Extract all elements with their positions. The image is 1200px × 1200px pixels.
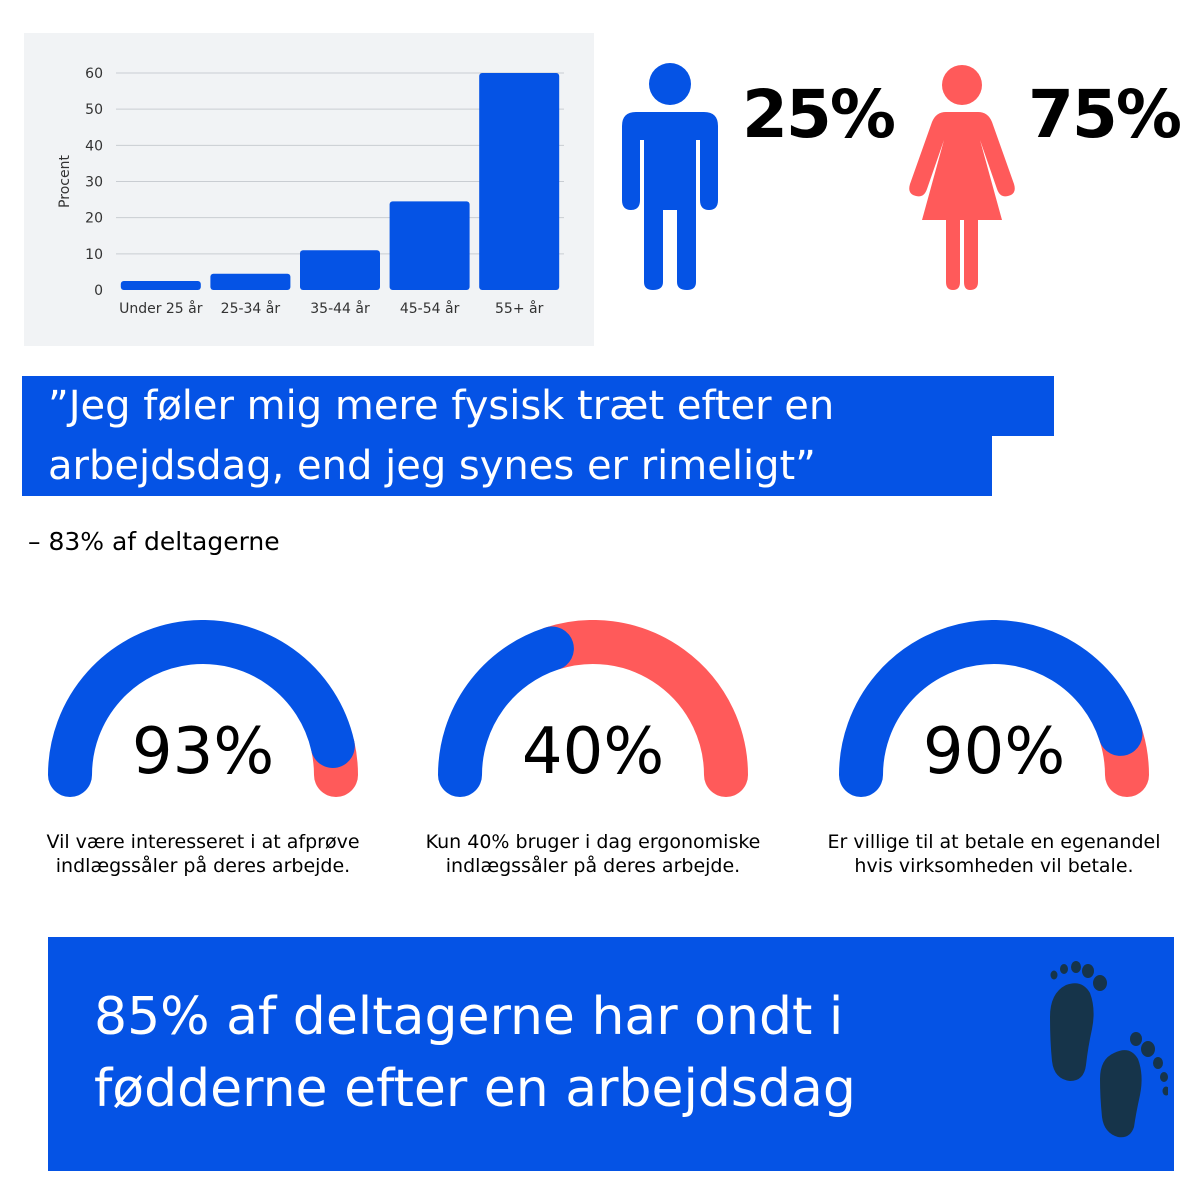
gauge-caption: Er villige til at betale en egenandel hv… xyxy=(827,831,1161,877)
gauge-arc xyxy=(48,620,358,797)
x-tick-label: 55+ år xyxy=(495,300,544,317)
gauge-value: 90% xyxy=(922,715,1066,789)
x-tick-label: Under 25 år xyxy=(119,300,203,317)
gauge-arc xyxy=(839,620,1149,797)
age-distribution-chart: 0 10 20 30 40 50 60 Procent Under 25 år 25-34 år 3… xyxy=(24,33,594,346)
bar xyxy=(300,250,380,290)
gauge-caption: Vil være interesseret i at afprøve indlæ… xyxy=(46,831,360,877)
bar xyxy=(210,273,291,290)
footer-statement: 85% af deltagerne har ondt i fødderne ef… xyxy=(94,987,856,1119)
bar xyxy=(479,73,560,290)
female-person-icon xyxy=(909,65,1015,290)
y-tick-label: 10 xyxy=(85,247,103,263)
gauge-value-arc xyxy=(839,620,1143,797)
y-tick-label: 20 xyxy=(85,211,103,227)
gauge-value-arc xyxy=(438,626,574,797)
gauge-caption: Kun 40% bruger i dag ergonomiske indlægs… xyxy=(425,831,761,877)
y-axis-title: Procent xyxy=(57,155,73,208)
gauge-current-usage: 40% xyxy=(418,620,768,820)
gauge-value-arc xyxy=(48,620,355,797)
x-tick-label: 35-44 år xyxy=(310,300,370,317)
gauge-value: 93% xyxy=(131,715,275,789)
bar xyxy=(389,201,470,290)
gauge-arc xyxy=(438,620,748,797)
quote-line-2: arbejdsdag, end jeg synes er rimeligt” xyxy=(22,436,992,496)
bar-chart-svg: 0 10 20 30 40 50 60 Procent Under 25 år 25-34 år 3… xyxy=(57,66,564,317)
footprints-icon xyxy=(1050,961,1168,1138)
quote-attribution: – 83% af deltagerne xyxy=(28,527,280,556)
gauge-value: 40% xyxy=(521,715,665,789)
x-tick-label: 45-54 år xyxy=(400,300,460,317)
gauge-interest: 93% xyxy=(28,620,378,820)
male-person-icon xyxy=(622,63,718,290)
y-tick-label: 50 xyxy=(85,102,103,118)
footer-banner: 85% af deltagerne har ondt i fødderne ef… xyxy=(48,937,1174,1171)
y-tick-label: 60 xyxy=(85,66,103,82)
quote-line-1: ”Jeg føler mig mere fysisk træt efter en xyxy=(22,376,1054,436)
male-percentage: 25% xyxy=(742,76,896,153)
bar xyxy=(120,280,201,290)
gauge-remainder-arc xyxy=(529,620,748,797)
y-tick-label: 0 xyxy=(94,283,103,299)
y-tick-label: 40 xyxy=(85,138,103,154)
x-tick-label: 25-34 år xyxy=(221,300,281,317)
female-percentage: 75% xyxy=(1028,76,1182,153)
gauge-willing-to-pay: 90% xyxy=(819,620,1169,820)
y-tick-label: 30 xyxy=(85,175,103,191)
